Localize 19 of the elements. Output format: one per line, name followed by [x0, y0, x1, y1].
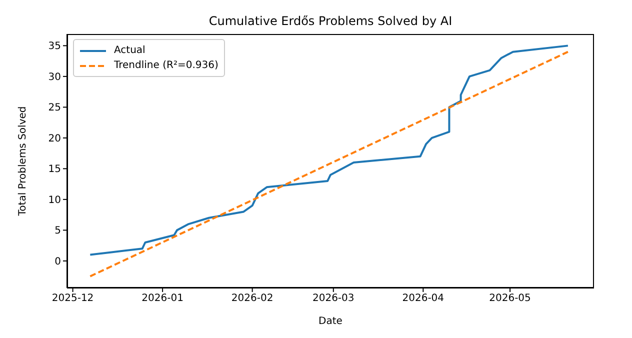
x-tick-label: 2026-05	[489, 293, 531, 304]
x-tick-label: 2026-01	[142, 293, 184, 304]
y-tick-label: 35	[48, 41, 61, 52]
x-tick-label: 2026-03	[312, 293, 354, 304]
y-tick-label: 10	[48, 194, 61, 206]
y-tick-label: 20	[48, 133, 61, 144]
x-tick-label: 2026-04	[402, 293, 444, 304]
chart-title: Cumulative Erdős Problems Solved by AI	[208, 14, 454, 28]
x-tick-label: 2026-02	[231, 293, 274, 304]
y-tick-label: 25	[48, 102, 61, 114]
y-tick-label: 5	[54, 226, 61, 237]
legend-label: Trendline (R²=0.936)	[114, 59, 218, 73]
y-axis-title: Total Problems Solved	[18, 106, 29, 217]
x-tick-label: 2025-12	[52, 293, 94, 304]
legend-label: Actual	[114, 44, 146, 58]
y-tick-label: 0	[54, 256, 61, 268]
y-tick-label: 30	[48, 72, 61, 83]
y-tick-label: 15	[48, 164, 61, 176]
x-axis-title: Date	[318, 316, 342, 327]
